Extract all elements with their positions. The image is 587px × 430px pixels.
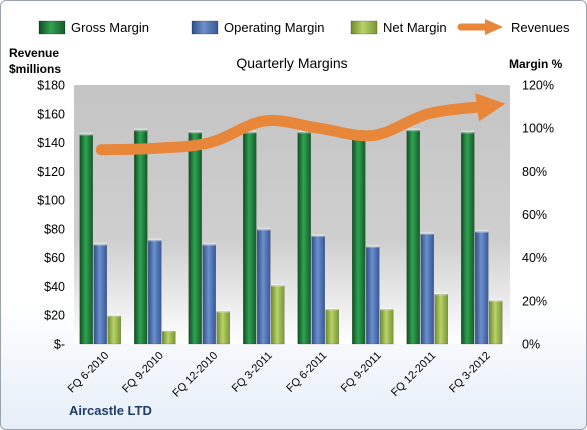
x-tick-label: FQ 3-2012: [447, 350, 493, 396]
right-tick-label: 40%: [522, 251, 547, 265]
bar-operating-margin: [202, 244, 216, 345]
bar-top-highlight: [93, 242, 107, 246]
left-tick-label: $40: [44, 280, 65, 294]
x-tick-label: FQ 12-2011: [389, 350, 438, 399]
bars: [79, 128, 503, 345]
bar-top-highlight: [311, 234, 325, 238]
bar-top-highlight: [162, 329, 176, 333]
x-tick-label: FQ 9-2011: [339, 350, 384, 395]
x-tick-label: FQ 6-2010: [66, 350, 112, 396]
bar-top-highlight: [406, 128, 420, 132]
bar-top-highlight: [489, 298, 503, 302]
legend-label: Gross Margin: [71, 20, 149, 35]
bar-operating-margin: [311, 235, 325, 345]
bar-gross-margin: [188, 132, 202, 345]
legend-arrow-revenues: [485, 19, 503, 35]
legend-swatch: [38, 20, 66, 35]
bar-top-highlight: [380, 307, 394, 311]
bar-top-highlight: [134, 128, 148, 132]
right-tick-label: 0%: [522, 338, 540, 352]
bar-net-margin: [489, 300, 503, 345]
right-axis-ticks: 0% 20% 40% 60% 80% 100% 120%: [522, 79, 554, 352]
bar-gross-margin: [406, 130, 420, 345]
left-axis-ticks: $- $20 $40 $60 $80 $100 $120 $140 $160 $180: [37, 79, 65, 352]
bar-gross-margin: [79, 134, 93, 345]
bar-top-highlight: [257, 227, 271, 231]
legend-swatch: [350, 20, 378, 35]
bar-gross-margin: [461, 132, 475, 345]
bar-top-highlight: [216, 309, 230, 313]
right-axis-label: Margin %: [509, 57, 563, 71]
left-tick-label: $120: [37, 165, 65, 179]
bar-operating-margin: [366, 246, 380, 345]
left-tick-label: $160: [37, 107, 65, 121]
right-tick-label: 60%: [522, 208, 547, 222]
bar-top-highlight: [271, 283, 285, 287]
left-tick-label: $140: [37, 136, 65, 150]
bar-top-highlight: [202, 242, 216, 246]
left-tick-label: $20: [44, 309, 65, 323]
left-tick-label: $-: [54, 338, 65, 352]
bar-top-highlight: [366, 244, 380, 248]
left-tick-label: $180: [37, 79, 65, 93]
right-tick-label: 80%: [522, 165, 547, 179]
left-tick-label: $100: [37, 194, 65, 208]
bar-operating-margin: [148, 240, 162, 345]
x-tick-label: FQ 12-2010: [170, 350, 220, 400]
bar-net-margin: [434, 294, 448, 345]
left-tick-label: $60: [44, 251, 65, 265]
bar-gross-margin: [134, 130, 148, 345]
bar-top-highlight: [297, 130, 311, 134]
bar-top-highlight: [148, 238, 162, 242]
bar-top-highlight: [107, 313, 121, 317]
x-tick-label: FQ 9-2010: [120, 350, 166, 396]
bar-top-highlight: [243, 130, 257, 134]
legend: Gross Margin Operating Margin Net Margin Re…: [38, 19, 570, 35]
bar-top-highlight: [79, 132, 93, 136]
bar-net-margin: [162, 330, 176, 345]
left-axis-label-line1: Revenue: [9, 46, 59, 60]
bar-operating-margin: [93, 244, 107, 345]
bar-operating-margin: [420, 233, 434, 345]
bar-operating-margin: [257, 229, 271, 345]
bar-top-highlight: [475, 229, 489, 233]
bar-top-highlight: [325, 307, 339, 311]
revenue-line-path: [95, 93, 506, 156]
bar-operating-margin: [475, 231, 489, 345]
bar-net-margin: [271, 285, 285, 345]
legend-label: Operating Margin: [224, 20, 324, 35]
right-tick-label: 20%: [522, 294, 547, 308]
bar-top-highlight: [461, 130, 475, 134]
left-tick-label: $80: [44, 222, 65, 236]
x-axis-ticks: FQ 6-2010 FQ 9-2010 FQ 12-2010 FQ 3-2011 FQ …: [66, 350, 493, 400]
bar-top-highlight: [434, 292, 448, 296]
x-tick-label: FQ 6-2011: [284, 350, 329, 395]
revenue-line: [95, 93, 506, 156]
legend-label: Net Margin: [383, 20, 447, 35]
bar-net-margin: [380, 309, 394, 345]
bar-gross-margin: [352, 134, 366, 345]
company-name: Aircastle LTD: [69, 403, 152, 418]
bar-net-margin: [216, 311, 230, 345]
right-tick-label: 120%: [522, 79, 554, 93]
legend-swatch: [191, 20, 219, 35]
left-axis-label-line2: $millions: [9, 62, 61, 76]
bar-gross-margin: [243, 132, 257, 345]
bar-top-highlight: [420, 231, 434, 235]
bar-gross-margin: [297, 132, 311, 345]
bar-net-margin: [107, 315, 121, 345]
bar-net-margin: [325, 309, 339, 345]
bar-top-highlight: [188, 130, 202, 134]
legend-label: Revenues: [511, 20, 570, 35]
x-tick-label: FQ 3-2011: [230, 350, 275, 395]
right-tick-label: 100%: [522, 122, 554, 136]
chart-title: Quarterly Margins: [236, 55, 347, 71]
